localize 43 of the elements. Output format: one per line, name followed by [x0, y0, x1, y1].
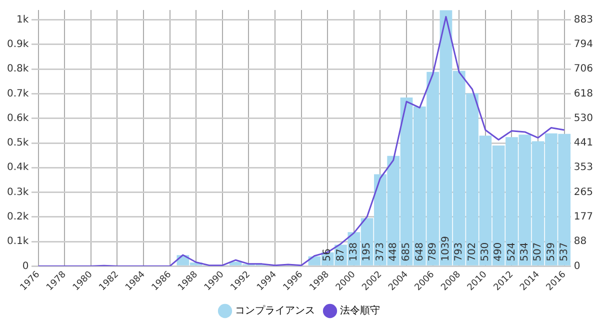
y2-tick-label: 883	[574, 14, 594, 26]
data-label: 373	[374, 242, 386, 262]
data-label: 648	[414, 242, 426, 262]
y-tick-label: 0.6k	[6, 112, 29, 124]
data-label: 530	[480, 242, 492, 262]
y2-tick-label: 441	[574, 138, 594, 149]
y2-tick-label: 618	[574, 88, 594, 100]
y2-tick-label: 794	[574, 39, 594, 50]
y-tick-label: 0.4k	[6, 162, 29, 174]
data-label: 534	[519, 242, 530, 262]
y2-tick-label: 177	[574, 211, 594, 222]
data-label: 448	[388, 242, 399, 262]
data-label: 537	[558, 242, 570, 262]
data-label: 685	[401, 242, 412, 262]
data-label: 793	[454, 242, 465, 262]
data-label: 702	[466, 242, 478, 262]
y-tick-label: 1k	[16, 14, 29, 26]
data-label: 138	[348, 242, 360, 262]
data-label: 524	[506, 242, 518, 262]
data-label: 507	[532, 242, 544, 262]
legend-label: コンプライアンス	[235, 304, 315, 317]
y2-tick-label: 530	[574, 112, 594, 124]
y-tick-label: 0.2k	[6, 212, 29, 222]
y-tick-label: 0.9k	[6, 39, 29, 50]
data-label: 56	[322, 248, 334, 262]
y-tick-label: 0.8k	[6, 64, 29, 75]
y2-tick-label: 706	[574, 64, 594, 75]
y-tick-label: 0	[22, 260, 29, 272]
data-label: 1039	[440, 236, 452, 262]
y2-tick-label: 0	[574, 260, 580, 272]
y-tick-label: 0.5k	[6, 138, 29, 149]
data-label: 490	[493, 242, 504, 262]
y2-tick-label: 353	[574, 162, 594, 174]
data-label: 789	[427, 242, 438, 262]
y-tick-label: 0.1k	[6, 236, 29, 248]
data-label: 87	[335, 248, 346, 262]
legend-label: 法令順守	[340, 304, 380, 317]
y-tick-label: 0.7k	[6, 88, 29, 100]
y2-tick-label: 88	[574, 236, 587, 248]
y2-tick-label: 265	[574, 186, 594, 198]
y-tick-label: 0.3k	[6, 186, 29, 198]
data-label: 539	[546, 242, 557, 262]
data-label: 195	[362, 242, 373, 262]
